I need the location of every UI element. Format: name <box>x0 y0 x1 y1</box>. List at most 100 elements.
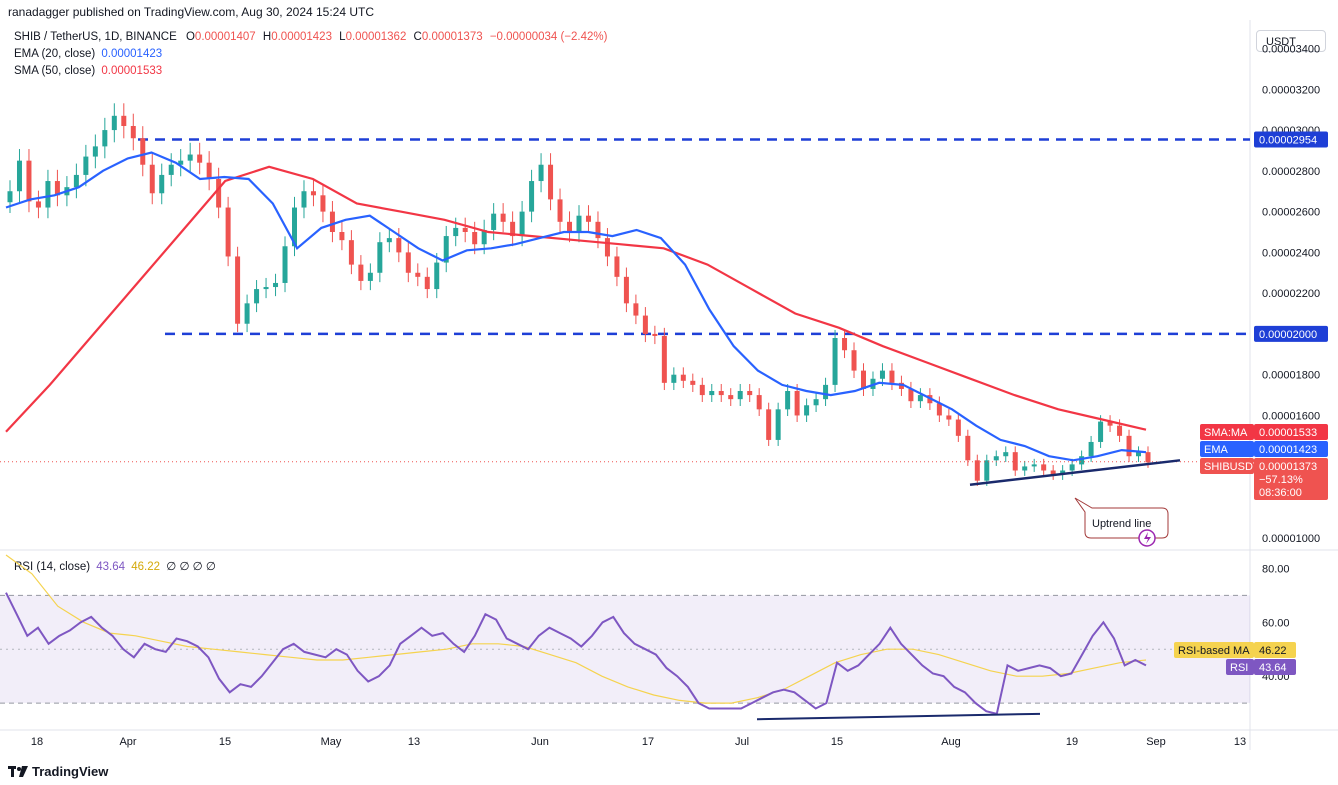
legend-close: 0.00001373 <box>421 31 483 43</box>
candle-body <box>785 391 791 410</box>
candle-body <box>149 164 155 194</box>
candle-body <box>7 191 13 203</box>
candle-body <box>225 207 231 257</box>
candle-body <box>984 460 990 481</box>
candle-body <box>187 154 193 161</box>
legend-change: −0.00000034 (−2.42%) <box>489 31 608 43</box>
rsi-axis-tick-1: 60.00 <box>1262 617 1290 629</box>
candle-body <box>216 179 222 208</box>
candle-body <box>699 384 705 396</box>
candle-body <box>614 256 620 277</box>
level-badge-1 <box>1254 325 1328 342</box>
footer-brand-text: TradingView <box>32 764 109 779</box>
series-badge-label-bg-0 <box>1200 424 1254 440</box>
legend-sma-row[interactable]: SMA (50, close) 0.00001533 <box>14 65 162 77</box>
candle-body <box>16 160 22 192</box>
rsi-divergence-line <box>756 712 1041 721</box>
candle-body <box>661 335 667 383</box>
uptrend-line <box>969 459 1181 487</box>
candle-body <box>557 199 563 222</box>
candle-body <box>244 303 250 324</box>
sma-line <box>5 165 1147 433</box>
legend-symbol-row: SHIB / TetherUS, 1D, BINANCE O0.00001407… <box>14 31 607 43</box>
candle-body <box>415 272 421 277</box>
price-axis-tick-9: 0.00001000 <box>1262 533 1320 545</box>
candle-body <box>367 272 373 281</box>
rsi-ma-badge-label-bg <box>1174 642 1254 658</box>
candle-body <box>842 338 848 351</box>
legend-rsi-row[interactable]: RSI (14, close) 43.64 46.22 ∅ ∅ ∅ ∅ <box>14 559 216 573</box>
time-axis-tick-12: 13 <box>1234 736 1246 748</box>
candle-body <box>813 399 819 406</box>
candle-body <box>756 395 762 410</box>
candle-body <box>604 238 610 257</box>
uptrend-label: Uptrend line <box>1092 518 1151 530</box>
candle-body <box>728 395 734 400</box>
candle-body <box>1069 464 1075 471</box>
series-badge-value-2: 0.00001373 <box>1259 461 1317 473</box>
candle-body <box>851 350 857 371</box>
price-axis-tick-3: 0.00002800 <box>1262 166 1320 178</box>
time-axis-tick-4: 13 <box>408 736 420 748</box>
candle-body <box>680 374 686 381</box>
candle-body <box>235 256 241 324</box>
candle-body <box>396 238 402 253</box>
series-badge-label-bg-1 <box>1200 441 1254 457</box>
level-label-0: 0.00002954 <box>1259 134 1317 146</box>
candle-body <box>709 391 715 396</box>
time-axis-tick-6: 17 <box>642 736 654 748</box>
candle-body <box>804 405 810 416</box>
series-badge-label-1: EMA <box>1204 444 1229 456</box>
candle-body <box>652 333 658 336</box>
level-label-1: 0.00002000 <box>1259 329 1317 341</box>
candle-body <box>576 215 582 232</box>
legend-high: 0.00001423 <box>271 31 332 43</box>
candle-body <box>1136 452 1142 457</box>
time-axis-tick-11: Sep <box>1146 736 1166 748</box>
candle-body <box>737 391 743 400</box>
series-badge-value-0: 0.00001533 <box>1259 427 1317 439</box>
candle-body <box>121 115 127 126</box>
candle-body <box>405 252 411 273</box>
candle-body <box>633 303 639 316</box>
candle-body <box>178 160 184 165</box>
candle-body <box>623 276 629 304</box>
candle-body <box>642 315 648 334</box>
time-axis-tick-3: May <box>321 736 342 748</box>
candle-body <box>1060 470 1066 475</box>
candle-body <box>1050 470 1056 475</box>
rsi-axis-tick-0: 80.00 <box>1262 563 1290 575</box>
legend-c-label: C <box>413 31 422 43</box>
legend-symbol[interactable]: SHIB / TetherUS, 1D, BINANCE <box>14 31 177 43</box>
legend-h-label: H <box>262 31 272 43</box>
legend-ema-row[interactable]: EMA (20, close) 0.00001423 <box>14 48 162 60</box>
candle-body <box>548 164 554 200</box>
candle-body <box>1117 425 1123 436</box>
candle-body <box>1098 421 1104 442</box>
time-axis-tick-10: 19 <box>1066 736 1078 748</box>
lightning-glyph <box>1144 532 1151 544</box>
series-badge-value-1: 0.00001423 <box>1259 444 1317 456</box>
candle-body <box>102 130 108 147</box>
candle-body <box>500 213 506 222</box>
candle-body <box>965 435 971 461</box>
candle-body <box>567 221 573 232</box>
candle-body <box>386 238 392 243</box>
candle-body <box>292 207 297 247</box>
footer-brand[interactable]: TradingView <box>8 764 108 779</box>
candle-body <box>320 195 326 212</box>
candle-body <box>955 419 961 436</box>
price-change-badge: −57.13% <box>1259 474 1303 486</box>
currency-button[interactable]: USDT <box>1256 30 1326 52</box>
candle-body <box>747 391 753 396</box>
uptrend-callout-box <box>1074 497 1169 539</box>
candle-body <box>358 264 364 281</box>
time-axis-tick-1: Apr <box>119 736 136 748</box>
candle-body <box>83 156 89 175</box>
candle-body <box>861 370 866 389</box>
candle-body <box>35 201 41 208</box>
candle-body <box>424 276 430 290</box>
candle-body <box>946 415 952 420</box>
time-axis-tick-7: Jul <box>735 736 749 748</box>
